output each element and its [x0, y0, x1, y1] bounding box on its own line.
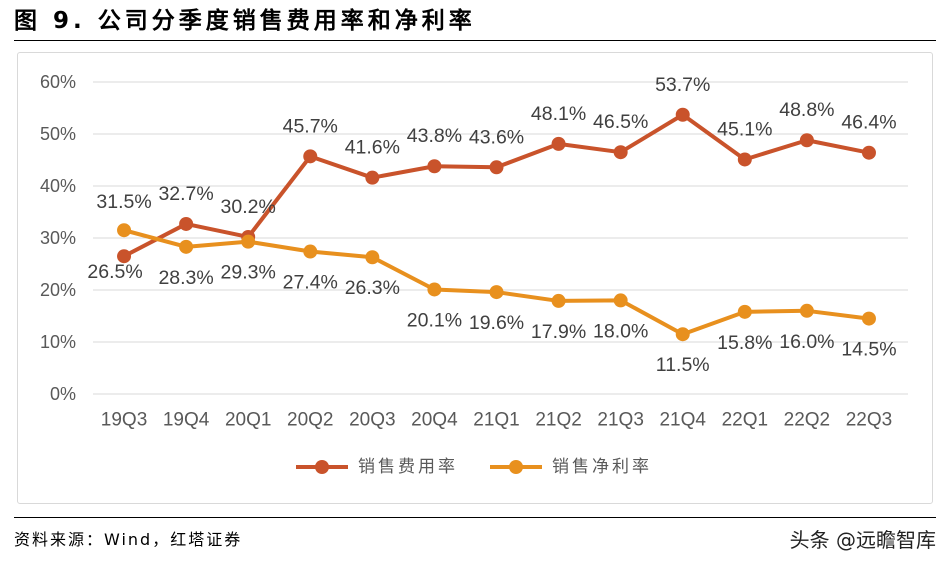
source-note: 资料来源：Wind，红塔证券	[14, 530, 243, 549]
x-tick-label: 20Q2	[287, 410, 333, 431]
series-2-data-label: 17.9%	[531, 321, 586, 343]
y-tick-label: 30%	[40, 228, 76, 248]
series-2-data-label: 18.0%	[593, 320, 648, 342]
series-2-point	[303, 244, 318, 259]
x-axis: 19Q3 19Q4 20Q1 20Q2 20Q3 20Q4 21Q1 21Q2 21Q3 21Q4…	[101, 410, 892, 431]
y-tick-label: 10%	[40, 332, 76, 352]
series-1-point	[117, 249, 132, 264]
x-tick-label: 21Q1	[473, 410, 519, 431]
x-tick-label: 22Q2	[784, 410, 830, 431]
y-tick-label: 60%	[40, 72, 76, 92]
series-2-data-label: 28.3%	[158, 267, 213, 289]
x-tick-label: 19Q3	[101, 410, 147, 431]
series-2-data-label: 31.5%	[96, 191, 151, 213]
series-2-point	[427, 282, 442, 297]
x-tick-label: 20Q3	[349, 410, 395, 431]
series-1-data-label: 46.5%	[593, 111, 648, 133]
series-1-point	[303, 149, 318, 164]
series-1-data-label: 32.7%	[158, 183, 213, 205]
y-tick-label: 0%	[50, 384, 76, 404]
series-1-data-label: 53.7%	[655, 74, 710, 96]
series-1-point	[427, 159, 442, 174]
series-2-data-label: 16.0%	[779, 331, 834, 353]
series-2: 31.5% 28.3% 29.3% 27.4% 26.3% 20.1% 19.6% 17.9%…	[96, 191, 896, 376]
chart-frame	[17, 52, 933, 504]
legend-marker-swatch	[315, 460, 329, 474]
x-tick-label: 21Q3	[597, 410, 643, 431]
y-axis: 0% 10% 20% 30% 40% 50% 60%	[40, 72, 76, 404]
x-tick-label: 22Q3	[846, 410, 892, 431]
series-2-data-label: 15.8%	[717, 332, 772, 354]
y-tick-label: 50%	[40, 124, 76, 144]
series-2-data-label: 14.5%	[841, 339, 896, 361]
series-2-data-label: 26.3%	[345, 277, 400, 299]
x-tick-label: 22Q1	[722, 410, 768, 431]
series-1-data-label: 46.4%	[841, 112, 896, 134]
series-1-data-label: 43.6%	[469, 126, 524, 148]
series-2-data-label: 29.3%	[221, 262, 276, 284]
legend: 销售费用率 销售净利率	[296, 457, 652, 477]
series-2-point	[241, 234, 256, 249]
series-2-point	[489, 285, 504, 300]
series-2-point	[365, 250, 380, 265]
gridlines	[93, 81, 908, 395]
series-1-point	[179, 216, 194, 231]
series-1-data-label: 30.2%	[221, 196, 276, 218]
series-2-point	[117, 223, 132, 238]
legend-item-2: 销售净利率	[490, 457, 652, 477]
y-tick-label: 40%	[40, 176, 76, 196]
x-tick-label: 21Q2	[535, 410, 581, 431]
series-1-data-label: 45.1%	[717, 118, 772, 140]
x-tick-label: 19Q4	[163, 410, 210, 431]
series-1-data-label: 48.1%	[531, 103, 586, 125]
series-1-point	[861, 145, 876, 160]
x-tick-label: 20Q1	[225, 410, 271, 431]
series-2-point	[675, 327, 690, 342]
series-1-point	[675, 107, 690, 122]
series-2-point	[613, 293, 628, 308]
series-2-data-label: 11.5%	[656, 354, 710, 376]
series-1-data-label: 48.8%	[779, 99, 834, 121]
series-1-point	[489, 160, 504, 175]
series-2-data-label: 20.1%	[407, 309, 462, 331]
series-2-point	[551, 293, 566, 308]
series-2-point	[861, 311, 876, 326]
x-tick-label: 20Q4	[411, 410, 458, 431]
x-tick-label: 21Q4	[659, 410, 706, 431]
series-1-data-label: 26.5%	[87, 261, 142, 283]
series-1-data-label: 41.6%	[345, 137, 400, 159]
series-1-point	[799, 133, 814, 148]
series-1-point	[737, 152, 752, 167]
series-2-point	[179, 239, 194, 254]
legend-item-1: 销售费用率	[296, 457, 458, 477]
series-2-data-label: 27.4%	[283, 272, 338, 294]
y-tick-label: 20%	[40, 280, 76, 300]
watermark: 头条 @远瞻智库	[789, 528, 936, 552]
series-1-point	[613, 145, 628, 160]
series-1-data-label: 45.7%	[283, 115, 338, 137]
title-divider	[14, 40, 936, 41]
legend-label: 销售净利率	[552, 457, 652, 477]
series-1-data-label: 43.8%	[407, 125, 462, 147]
series-1-point	[551, 136, 566, 151]
series-2-point	[737, 304, 752, 319]
series-2-data-label: 19.6%	[469, 312, 524, 334]
series-1: 26.5% 32.7% 30.2% 45.7% 41.6% 43.8% 43.6% 48.1%…	[87, 74, 896, 283]
series-1-point	[365, 170, 380, 185]
legend-label: 销售费用率	[358, 457, 458, 477]
figure-title: 图 9. 公司分季度销售费用率和净利率	[14, 8, 476, 34]
legend-marker-swatch	[509, 460, 523, 474]
series-2-point	[799, 303, 814, 318]
footer-divider	[14, 517, 936, 518]
